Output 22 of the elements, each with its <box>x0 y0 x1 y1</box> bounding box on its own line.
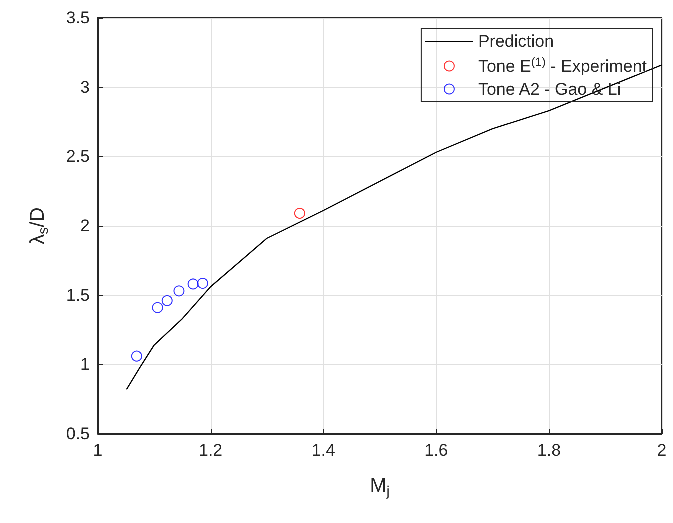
y-tick-label: 3.5 <box>66 8 90 28</box>
x-tick-label: 1 <box>93 441 103 460</box>
y-tick-label: 1 <box>80 355 90 374</box>
point <box>294 208 306 220</box>
x-tick-label: 2 <box>657 441 667 460</box>
x-tick-label: 1.4 <box>312 441 336 460</box>
y-tick-label: 3 <box>80 78 90 97</box>
x-tick-label: 1.8 <box>537 441 562 460</box>
point <box>197 278 208 290</box>
point <box>174 286 185 297</box>
y-tick-label: 1.5 <box>66 286 90 305</box>
y-tick-label: 2.5 <box>66 147 90 166</box>
y-tick-label: 2 <box>80 216 90 236</box>
y-tick-label: 0.5 <box>66 424 90 444</box>
y-axis-title: λs/D <box>27 208 51 244</box>
point <box>162 295 173 306</box>
point <box>131 350 142 362</box>
point <box>188 278 199 290</box>
x-tick-label: 1.2 <box>198 441 223 460</box>
point <box>152 302 164 314</box>
legend-label: Prediction <box>478 32 554 51</box>
x-tick-label: 1.6 <box>424 441 448 460</box>
